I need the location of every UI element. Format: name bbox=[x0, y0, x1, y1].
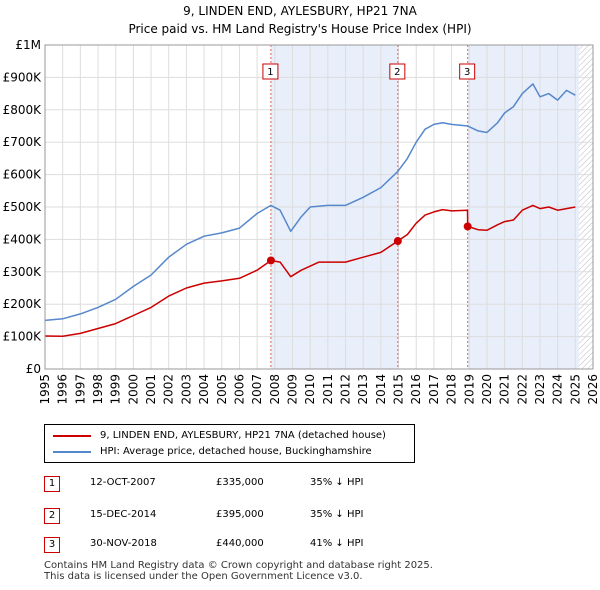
x-tick-label: 2006 bbox=[232, 374, 246, 405]
sale-point bbox=[266, 256, 275, 265]
x-tick-label: 2003 bbox=[179, 374, 193, 405]
x-tick-label: 2007 bbox=[250, 374, 264, 405]
attribution-line-1: Contains HM Land Registry data © Crown c… bbox=[44, 560, 433, 571]
sale-label: 3 bbox=[464, 67, 470, 78]
sale-label-box bbox=[262, 63, 279, 80]
y-tick-label: £300K bbox=[3, 265, 43, 279]
x-tick-label: 2000 bbox=[126, 374, 140, 405]
sale-price: £335,000 bbox=[216, 477, 264, 488]
x-tick-label: 2024 bbox=[551, 374, 565, 405]
sale-hpi-diff: 35% ↓ HPI bbox=[310, 477, 364, 488]
x-tick-label: 2012 bbox=[339, 374, 353, 405]
x-tick-label: 2005 bbox=[215, 374, 229, 405]
sale-badge: 3 bbox=[44, 537, 60, 553]
sale-price: £395,000 bbox=[216, 509, 264, 520]
sale-date: 12-OCT-2007 bbox=[90, 477, 156, 488]
attribution-line-2: This data is licensed under the Open Gov… bbox=[44, 571, 363, 582]
sale-label: 2 bbox=[394, 67, 400, 78]
x-tick-label: 2001 bbox=[144, 374, 158, 405]
y-tick-label: £400K bbox=[3, 232, 43, 246]
x-tick-label: 2014 bbox=[374, 374, 388, 405]
x-tick-label: 2013 bbox=[356, 374, 370, 405]
x-tick-label: 2015 bbox=[392, 374, 406, 405]
x-tick-label: 2016 bbox=[409, 374, 423, 405]
x-tick-label: 2018 bbox=[445, 374, 459, 405]
x-tick-label: 2023 bbox=[533, 374, 547, 405]
legend-label-hpi: HPI: Average price, detached house, Buck… bbox=[100, 446, 372, 457]
sale-label: 1 bbox=[267, 67, 273, 78]
x-tick-label: 2017 bbox=[427, 374, 441, 405]
legend-swatch-property bbox=[53, 435, 91, 437]
x-tick-label: 2026 bbox=[586, 374, 600, 405]
plot-frame bbox=[44, 44, 594, 370]
x-tick-label: 2011 bbox=[321, 374, 335, 405]
x-tick-label: 2010 bbox=[303, 374, 317, 405]
x-tick-label: 1999 bbox=[109, 374, 123, 405]
sale-date: 30-NOV-2018 bbox=[90, 538, 157, 549]
x-tick-label: 2025 bbox=[568, 374, 582, 405]
property-price-line bbox=[44, 204, 576, 338]
y-tick-label: £700K bbox=[3, 135, 43, 149]
sale-badge: 2 bbox=[44, 508, 60, 524]
y-tick-label: £500K bbox=[3, 200, 43, 214]
chart-subtitle: Price paid vs. HM Land Registry's House … bbox=[128, 22, 472, 36]
y-tick-label: £900K bbox=[3, 70, 43, 84]
sale-hpi-diff: 41% ↓ HPI bbox=[310, 538, 364, 549]
x-tick-label: 2002 bbox=[162, 374, 176, 405]
x-tick-label: 2022 bbox=[515, 374, 529, 405]
y-tick-label: £200K bbox=[3, 297, 43, 311]
x-tick-label: 1998 bbox=[91, 374, 105, 405]
y-tick-label: £800K bbox=[3, 103, 43, 117]
x-tick-label: 2004 bbox=[197, 374, 211, 405]
price-chart: 1 2 3 £0 £100K £200K £300K £400K £500K £600K £700… bbox=[3, 38, 600, 405]
x-tick-label: 2019 bbox=[462, 374, 476, 405]
sale-badge: 1 bbox=[44, 476, 60, 492]
sale-label-box bbox=[459, 63, 476, 80]
sale-point bbox=[463, 222, 472, 231]
x-tick-label: 1997 bbox=[73, 374, 87, 405]
y-tick-label: £0 bbox=[26, 362, 41, 376]
hpi-line bbox=[44, 83, 576, 322]
attribution: Contains HM Land Registry data © Crown c… bbox=[44, 560, 433, 582]
y-tick-label: £100K bbox=[3, 330, 43, 344]
legend-label-property: 9, LINDEN END, AYLESBURY, HP21 7NA (deta… bbox=[100, 430, 386, 441]
x-tick-label: 2008 bbox=[268, 374, 282, 405]
sale-point bbox=[393, 237, 402, 246]
y-tick-label: £1M bbox=[15, 38, 41, 52]
x-tick-label: 2020 bbox=[480, 374, 494, 405]
x-tick-label: 2021 bbox=[498, 374, 512, 405]
sale-date: 15-DEC-2014 bbox=[90, 509, 157, 520]
sale-label-box bbox=[389, 63, 406, 80]
legend-swatch-hpi bbox=[53, 451, 91, 453]
sale-price: £440,000 bbox=[216, 538, 264, 549]
chart-title: 9, LINDEN END, AYLESBURY, HP21 7NA bbox=[183, 4, 417, 18]
y-tick-label: £600K bbox=[3, 168, 43, 182]
x-tick-label: 2009 bbox=[285, 374, 299, 405]
x-tick-label: 1995 bbox=[38, 374, 52, 405]
x-tick-label: 1996 bbox=[56, 374, 70, 405]
sale-hpi-diff: 35% ↓ HPI bbox=[310, 509, 364, 520]
legend: 9, LINDEN END, AYLESBURY, HP21 7NA (deta… bbox=[44, 424, 415, 463]
